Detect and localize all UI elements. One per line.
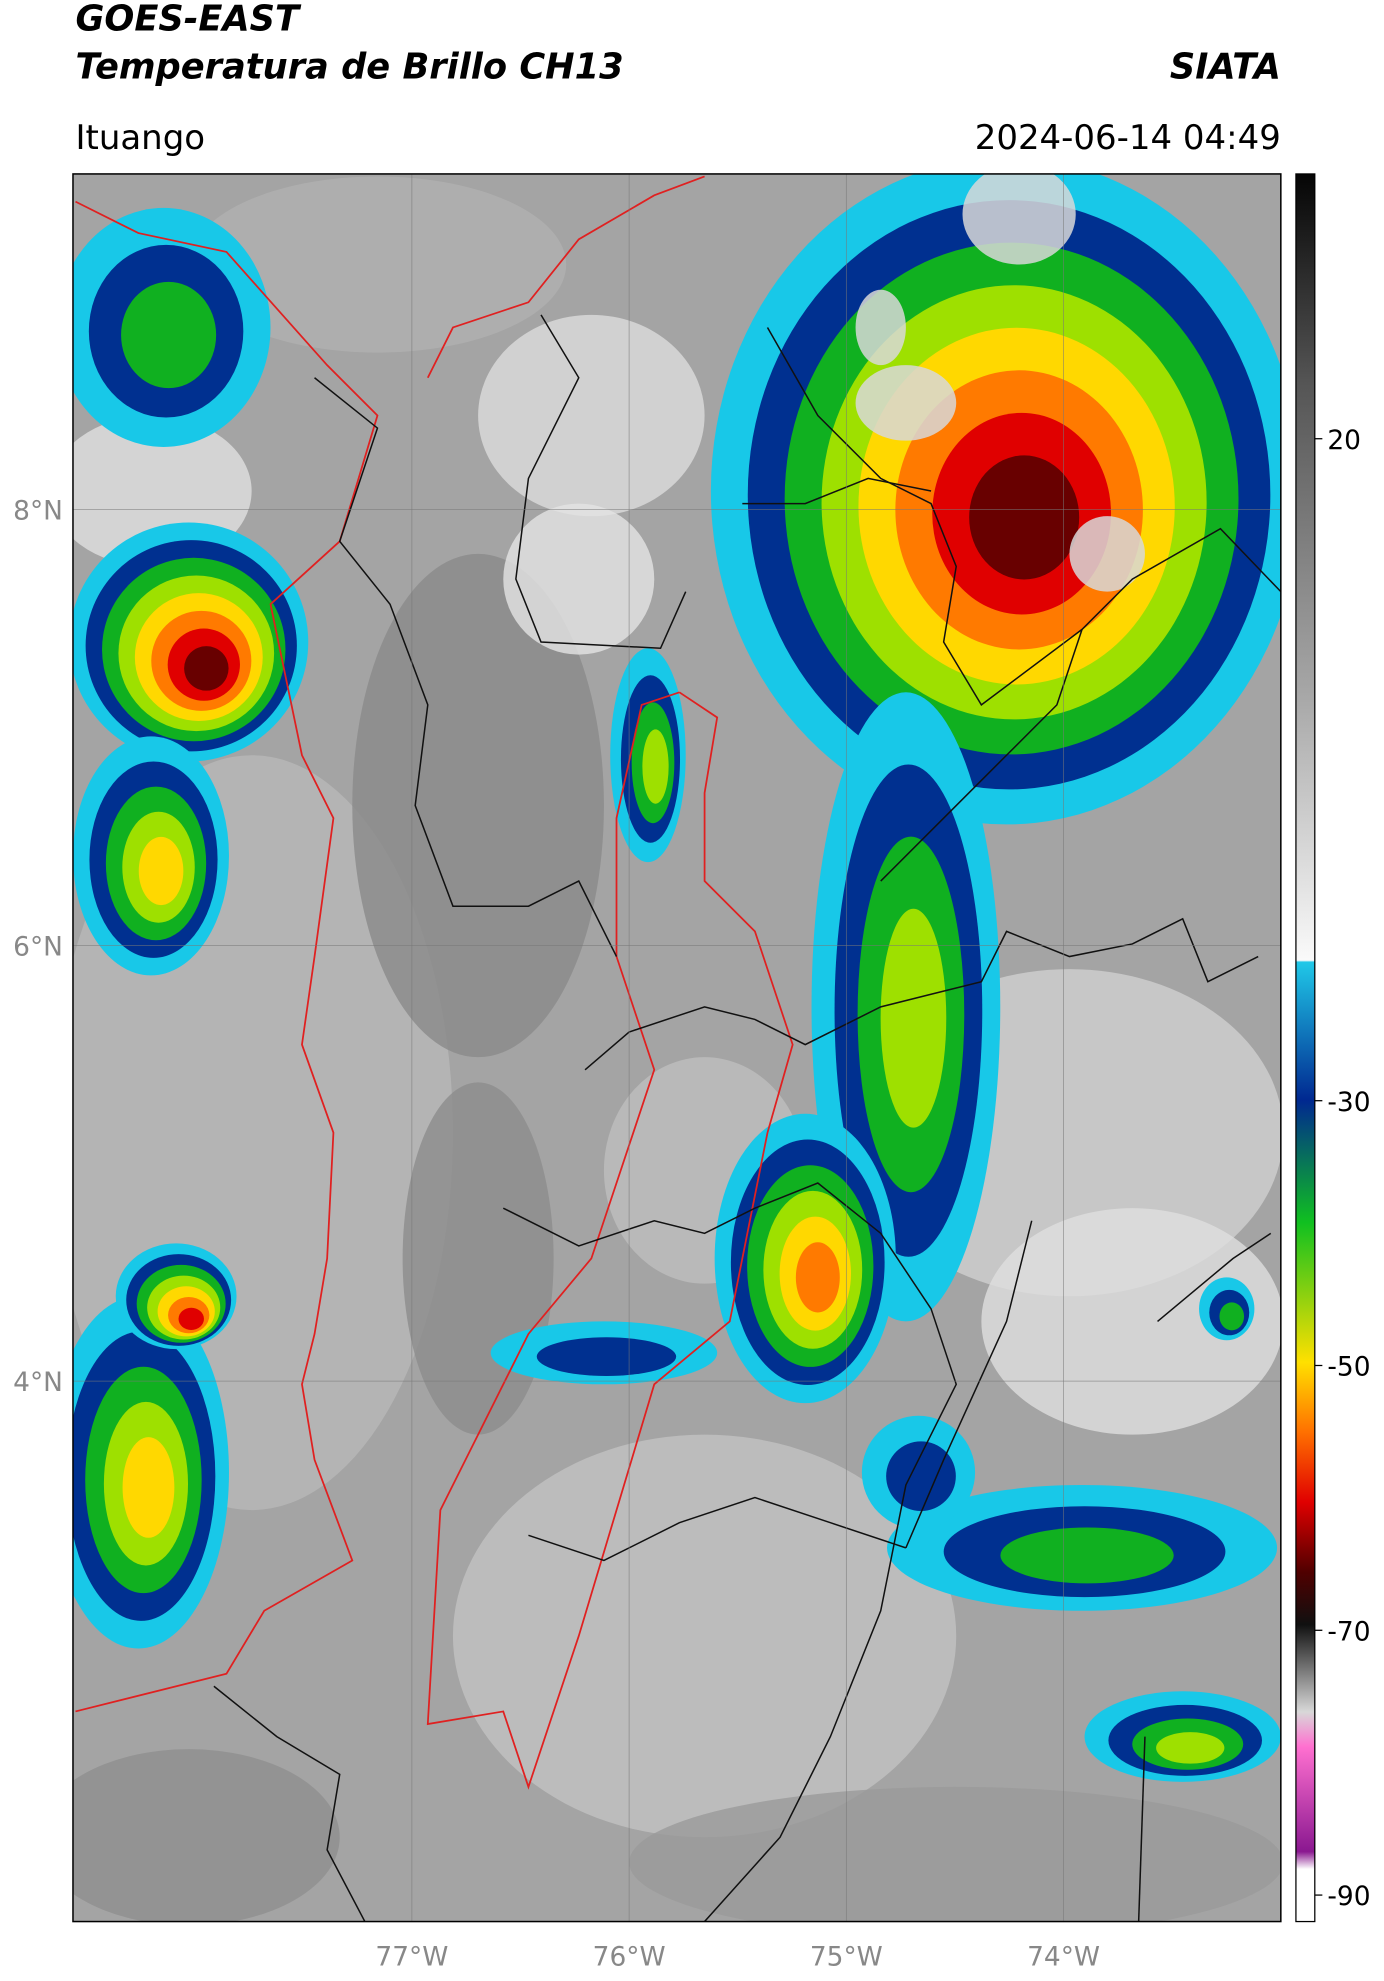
datetime: 2024-06-14 04:49 [975, 118, 1281, 158]
overshoot [855, 289, 906, 366]
cell-layer [178, 1307, 204, 1331]
cell-layer [880, 908, 947, 1128]
cloud-patch [478, 314, 705, 517]
x-tick-label: 75°W [810, 1942, 883, 1973]
cloud-patch [188, 176, 567, 353]
borders-black [213, 314, 1281, 1922]
cell-layer [886, 1441, 956, 1512]
cell-layer [122, 1437, 175, 1538]
colorbar-tick-label: -50 [1327, 1352, 1370, 1383]
colorbar-tick-label: 20 [1327, 425, 1361, 456]
cell-layer [1156, 1732, 1225, 1764]
subtitle: Temperatura de Brillo CH13 [75, 46, 623, 87]
colorbar-tick-label: -30 [1327, 1087, 1370, 1118]
cell-layer [536, 1337, 677, 1376]
overshoot [855, 365, 957, 441]
cell-layer [969, 455, 1080, 580]
x-tick-label: 77°W [375, 1942, 448, 1973]
cloud-patch [981, 1208, 1281, 1435]
x-tick-label: 74°W [1027, 1942, 1100, 1973]
cell-layer [1219, 1302, 1245, 1331]
axis-labels: 77°W 76°W 75°W 74°W 8°N 6°N 4°N 20 -30 -50 -70 -90 [13, 425, 1370, 1973]
location: Ituango [75, 118, 205, 158]
title: GOES-EAST [75, 0, 302, 40]
cell-layer [795, 1242, 840, 1313]
colorbar-tick-label: -90 [1327, 1881, 1370, 1912]
cell-layer [1000, 1527, 1174, 1584]
map [72, 173, 1281, 1922]
convective-cells [72, 173, 1281, 1782]
cloud-patch [503, 503, 655, 655]
y-tick-label: 8°N [13, 496, 63, 527]
cell-layer [642, 729, 669, 804]
map-frame [72, 173, 1282, 1923]
organization: SIATA [1170, 46, 1281, 87]
cloud-patch [72, 1749, 340, 1922]
graticule [72, 173, 1281, 1922]
colorbar-tick-label: -70 [1327, 1616, 1370, 1647]
colorbar [1295, 173, 1316, 1923]
cell-layer [138, 836, 184, 906]
cell-layer [184, 646, 229, 691]
overshoot [962, 173, 1076, 265]
cloud-patch [629, 1786, 1281, 1922]
y-tick-label: 4°N [13, 1367, 63, 1398]
cloud-patch [352, 553, 604, 1058]
x-tick-label: 76°W [593, 1942, 666, 1973]
y-tick-label: 6°N [13, 931, 63, 962]
cloud-patch [402, 1082, 554, 1435]
overshoot [1069, 516, 1145, 592]
cell-layer [121, 281, 217, 389]
